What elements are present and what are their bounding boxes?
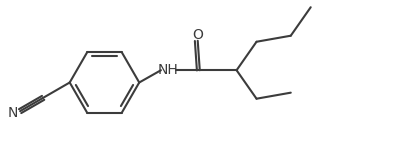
Text: NH: NH [158,63,178,77]
Text: O: O [192,28,203,42]
Text: N: N [7,106,18,120]
